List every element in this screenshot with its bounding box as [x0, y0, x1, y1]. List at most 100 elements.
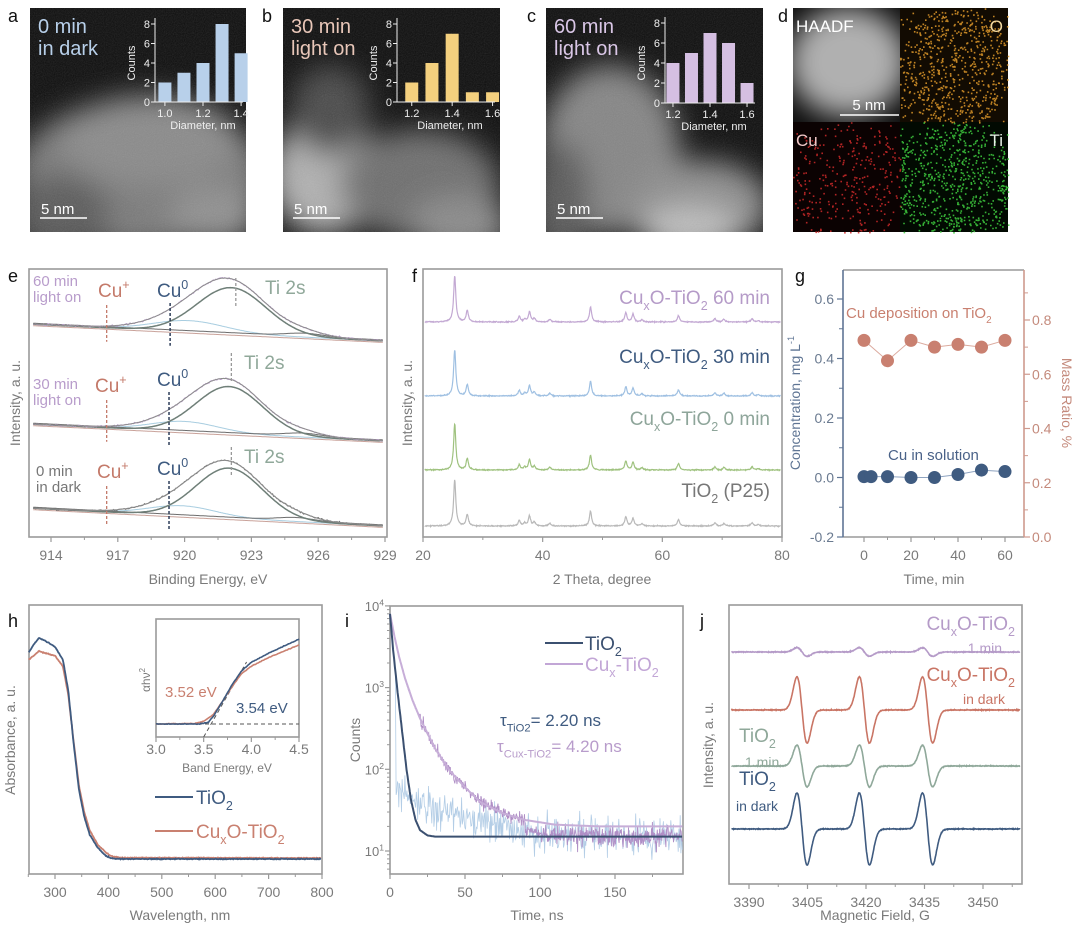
tio2-fit-line — [389, 613, 683, 838]
spectrum-label: CuxO-TiO2 — [926, 614, 1015, 639]
trace-label-line-2: light on — [33, 392, 81, 409]
x-tick-label: 4.0 — [242, 741, 262, 757]
x-tick-label: 20 — [903, 547, 919, 563]
histogram-bar — [196, 63, 210, 102]
tem-noise — [283, 8, 500, 232]
hist-y-tick-label: 0 — [654, 98, 660, 110]
left-y-tick-label: 0.6 — [815, 291, 835, 307]
trace-label-line-2: light on — [33, 289, 81, 306]
trace-label-line-1: 0 min — [36, 463, 73, 480]
histogram-bar — [486, 92, 500, 102]
panel-letter-g: g — [795, 266, 805, 286]
histogram-bar — [722, 43, 736, 103]
panel-i: 0 50 100 150 Time, ns Counts 104 103 102 101 TiO2C… — [347, 597, 684, 923]
caption-line-1: 60 min — [554, 16, 614, 38]
panel-letter-f: f — [412, 266, 418, 286]
histogram-bar — [425, 63, 439, 102]
left-y-axis-title: Concentration, mg L-1 — [786, 336, 803, 470]
hist-y-tick-label: 6 — [654, 38, 660, 50]
epr-spectrum — [731, 645, 1021, 658]
histogram-bar — [158, 82, 172, 102]
x-tick-label: 3420 — [850, 894, 881, 910]
histogram-bar — [215, 24, 229, 102]
tem-image — [546, 8, 763, 232]
x-tick-label: 4.5 — [289, 741, 309, 757]
xrd-line — [424, 350, 781, 398]
ti-map-signal — [900, 122, 1010, 234]
haadf-blob — [793, 8, 900, 117]
scatter-series — [857, 463, 1012, 484]
panel-letter-j: j — [699, 611, 704, 631]
hist-x-tick-label: 1.2 — [404, 108, 419, 120]
hist-x-tick-label: 1.2 — [665, 109, 680, 121]
background-line — [33, 325, 383, 343]
spectrum-sublabel: 1 min — [745, 754, 779, 770]
hist-x-tick-label: 1.0 — [157, 108, 172, 120]
y-axis-title: Intensity, a. u. — [700, 702, 716, 788]
data-point — [857, 333, 871, 347]
xrd-pattern: TiO2 (P25) — [424, 479, 781, 529]
x-tick-label: 300 — [43, 884, 67, 900]
x-tick-label: 150 — [603, 884, 627, 900]
map-tile — [900, 122, 1008, 232]
panel-f: 20 40 60 80 2 Theta, degree Intensity, a. u. C… — [399, 268, 790, 587]
hist-y-tick-label: 6 — [386, 39, 392, 51]
map-tile — [793, 122, 900, 232]
data-point — [881, 354, 894, 368]
hist-x-label: Diameter, nm — [170, 120, 235, 132]
cu-plus-label: Cu+ — [95, 373, 127, 397]
data-point — [951, 337, 965, 351]
panel-letter-a: a — [8, 6, 19, 26]
panel-letter-e: e — [8, 266, 18, 286]
x-tick-label: 926 — [307, 547, 331, 563]
tem-image — [283, 8, 500, 232]
legend-label: TiO2 — [585, 634, 622, 659]
data-point — [975, 340, 988, 354]
plot-frame — [28, 604, 323, 875]
histogram-bar — [177, 72, 191, 102]
x-tick-label: 3.0 — [146, 741, 166, 757]
x-tick-label: 60 — [997, 547, 1013, 563]
series-label-solution: Cu in solution — [888, 447, 979, 464]
histogram-bar — [234, 53, 248, 102]
panel-h: 300 400 500 600 700 800 Wavelength, nm Absorban… — [2, 604, 334, 923]
caption-line-2: light on — [291, 38, 356, 60]
tio2-decay-data — [389, 613, 683, 860]
scale-bar-label: 5 nm — [557, 201, 590, 218]
panel-d: HAADF O Cu Ti 5 nm — [793, 8, 1010, 234]
panel-letter-i: i — [345, 611, 349, 631]
x-tick-label: 40 — [535, 547, 551, 563]
haadf-particle — [793, 8, 900, 117]
trace-label-line-1: 30 min — [33, 376, 78, 393]
x-tick-label: 920 — [173, 547, 197, 563]
legend-label: TiO2 — [196, 788, 233, 813]
hist-y-tick-label: 2 — [144, 78, 150, 90]
lifetime-tio2: τTiO2= 2.20 ns — [500, 711, 601, 734]
spectrum-sublabel: 1 min — [968, 640, 1002, 656]
histogram-bar — [740, 83, 754, 103]
ti2s-component — [33, 385, 383, 442]
map-label-haadf: HAADF — [796, 17, 854, 36]
data-point — [998, 465, 1012, 479]
data-point — [928, 340, 941, 354]
hist-y-label: Counts — [368, 45, 380, 80]
hist-y-tick-label: 4 — [654, 58, 660, 70]
caption-line-1: 30 min — [291, 16, 351, 38]
hist-y-tick-label: 4 — [386, 58, 392, 70]
y-tick-label: 104 — [365, 597, 384, 613]
map-label-ti: Ti — [989, 131, 1003, 150]
right-y-tick-label: 0.0 — [1032, 529, 1052, 545]
trace-label-line-1: 60 min — [33, 273, 78, 290]
cu-plus-label: Cu+ — [97, 459, 129, 483]
spectrum-sublabel: in dark — [736, 798, 779, 814]
hist-y-tick-label: 4 — [144, 58, 150, 70]
plot-frame — [389, 605, 684, 875]
right-y-tick-label: 0.2 — [1032, 475, 1052, 491]
left-y-tick-label: 0.2 — [815, 410, 835, 426]
spectrum-label: CuxO-TiO2 — [926, 665, 1015, 690]
x-tick-label: 923 — [240, 547, 264, 563]
histogram-bar — [405, 82, 419, 102]
